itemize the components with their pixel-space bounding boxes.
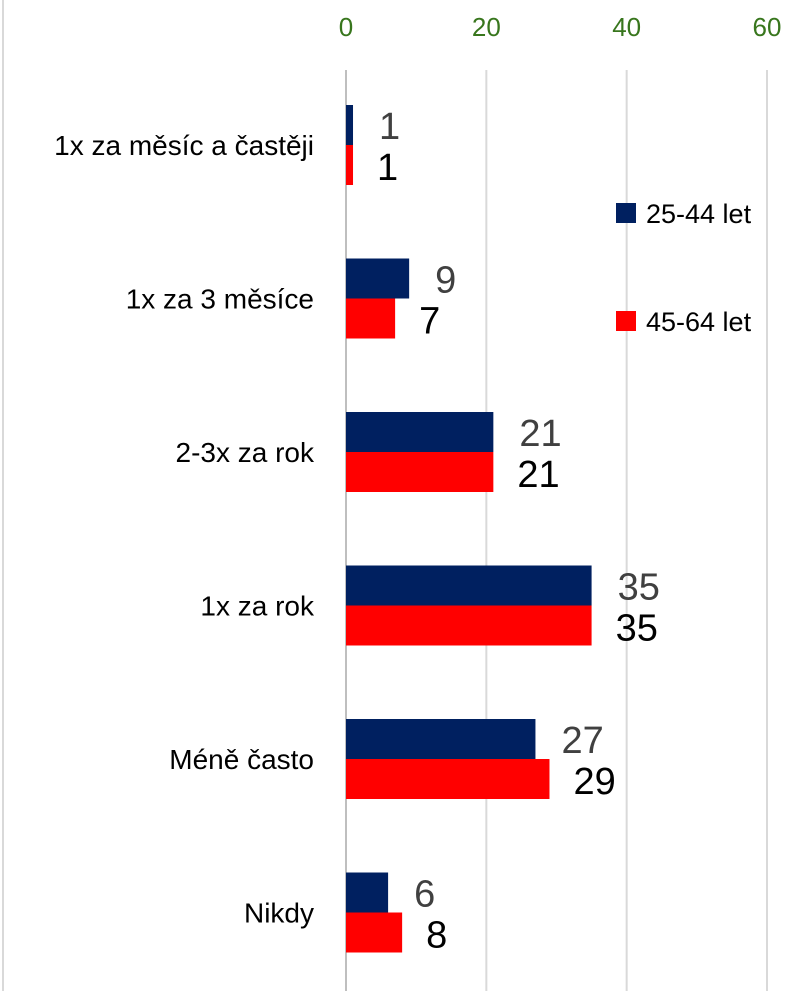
x-tick-label-40: 40 xyxy=(612,12,641,42)
bar-series-1 xyxy=(346,565,592,606)
category-label: Méně často xyxy=(169,744,314,775)
legend-label-2: 45-64 let xyxy=(646,307,752,337)
bar-series-1 xyxy=(346,105,354,145)
legend-swatch-2 xyxy=(616,311,636,331)
category-label: 2-3x za rok xyxy=(176,437,315,468)
bar-series-2 xyxy=(346,605,592,646)
data-label-series-1: 35 xyxy=(618,567,660,609)
bar-series-2 xyxy=(346,759,550,799)
x-axis-ticks: 0 20 40 60 xyxy=(339,12,782,42)
data-label-series-2: 35 xyxy=(616,608,658,650)
bar-series-1 xyxy=(346,719,536,759)
bar-series-2 xyxy=(346,452,494,492)
bars xyxy=(346,105,592,953)
data-label-series-2: 7 xyxy=(419,301,440,343)
bar-series-2 xyxy=(346,912,403,953)
x-tick-label-60: 60 xyxy=(753,12,782,42)
category-label: 1x za rok xyxy=(200,591,315,622)
bar-series-2 xyxy=(346,298,396,339)
category-label: 1x za 3 měsíce xyxy=(126,284,314,315)
data-label-series-2: 29 xyxy=(573,761,615,803)
data-label-series-1: 21 xyxy=(519,413,561,455)
data-label-series-1: 1 xyxy=(379,106,400,148)
legend-swatch-1 xyxy=(616,203,636,223)
gridlines xyxy=(2,0,768,991)
bar-series-1 xyxy=(346,412,494,452)
bar-series-1 xyxy=(346,872,389,913)
data-label-series-1: 9 xyxy=(435,260,456,302)
data-label-series-1: 27 xyxy=(561,720,603,762)
legend-label-1: 25-44 let xyxy=(646,199,752,229)
x-tick-label-20: 20 xyxy=(472,12,501,42)
bar-series-2 xyxy=(346,145,354,185)
legend: 25-44 let 45-64 let xyxy=(616,199,752,337)
data-label-series-1: 6 xyxy=(414,874,435,916)
category-label: Nikdy xyxy=(244,898,314,929)
x-tick-label-0: 0 xyxy=(339,12,353,42)
data-label-series-2: 8 xyxy=(426,915,447,957)
category-label: 1x za měsíc a častěji xyxy=(54,130,314,161)
bar-series-1 xyxy=(346,258,410,299)
data-label-series-2: 1 xyxy=(377,147,398,189)
data-label-series-2: 21 xyxy=(517,454,559,496)
category-labels: 1x za měsíc a častěji 1x za 3 měsíce 2-3x … xyxy=(54,130,315,929)
